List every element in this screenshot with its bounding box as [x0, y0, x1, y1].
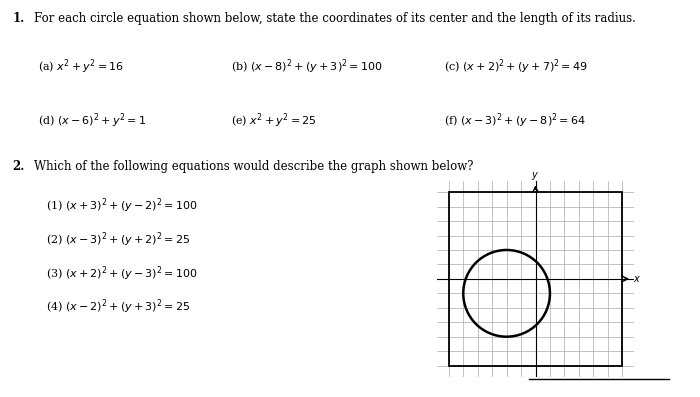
Text: 2.: 2.	[13, 160, 25, 173]
Text: (e) $x^2+y^2=25$: (e) $x^2+y^2=25$	[231, 111, 317, 130]
Text: (b) $(x-8)^2+(y+3)^2=100$: (b) $(x-8)^2+(y+3)^2=100$	[231, 58, 383, 76]
Text: (a) $x^2+y^2=16$: (a) $x^2+y^2=16$	[38, 58, 125, 76]
Text: (2) $(x-3)^2+(y+2)^2=25$: (2) $(x-3)^2+(y+2)^2=25$	[46, 230, 190, 249]
Text: (c) $(x+2)^2+(y+7)^2=49$: (c) $(x+2)^2+(y+7)^2=49$	[444, 58, 589, 76]
Text: (d) $(x-6)^2+y^2=1$: (d) $(x-6)^2+y^2=1$	[38, 111, 147, 130]
Text: $x$: $x$	[633, 274, 641, 284]
Text: (f) $(x-3)^2+(y-8)^2=64$: (f) $(x-3)^2+(y-8)^2=64$	[444, 111, 587, 130]
Text: Which of the following equations would describe the graph shown below?: Which of the following equations would d…	[34, 160, 473, 173]
Text: (3) $(x+2)^2+(y-3)^2=100$: (3) $(x+2)^2+(y-3)^2=100$	[46, 264, 197, 283]
Text: 1.: 1.	[13, 12, 25, 25]
Text: (4) $(x-2)^2+(y+3)^2=25$: (4) $(x-2)^2+(y+3)^2=25$	[46, 298, 190, 316]
Bar	[449, 192, 622, 366]
Text: For each circle equation shown below, state the coordinates of its center and th: For each circle equation shown below, st…	[34, 12, 636, 25]
Text: (1) $(x+3)^2+(y-2)^2=100$: (1) $(x+3)^2+(y-2)^2=100$	[46, 197, 197, 215]
Text: $y$: $y$	[531, 170, 540, 182]
